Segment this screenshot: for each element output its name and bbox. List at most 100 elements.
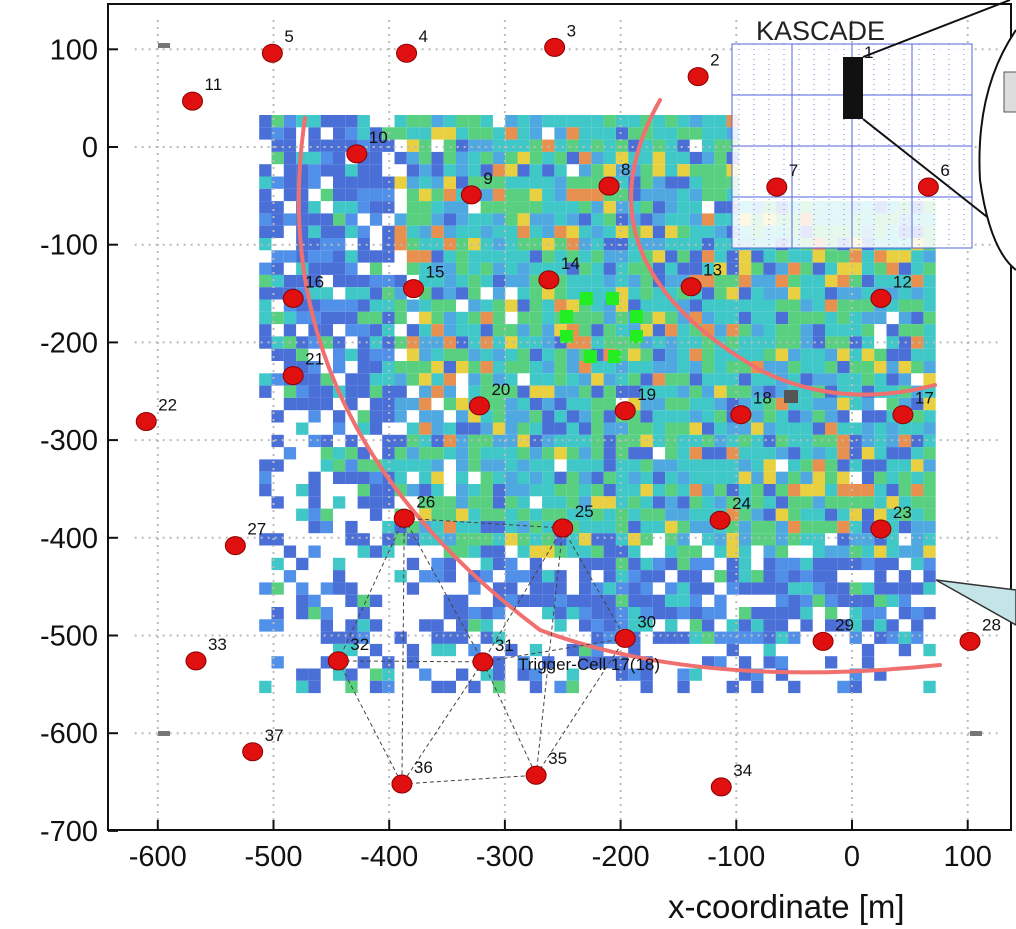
density-cell	[566, 250, 579, 263]
density-cell	[726, 545, 739, 558]
density-cell	[406, 422, 420, 435]
density-cell	[640, 188, 653, 202]
density-cell	[505, 459, 518, 472]
density-cell	[468, 299, 481, 312]
density-cell	[849, 520, 862, 534]
density-cell	[726, 287, 739, 300]
density-cell	[259, 619, 272, 632]
density-cell	[689, 570, 702, 583]
density-cell	[923, 484, 936, 497]
density-cell	[468, 250, 481, 263]
density-cell	[923, 680, 936, 694]
density-cell	[406, 459, 420, 472]
density-cell	[751, 250, 764, 263]
density-cell	[677, 139, 690, 152]
station-19: 19	[614, 385, 656, 421]
density-cell	[419, 201, 432, 214]
density-cell	[345, 619, 358, 632]
density-cell	[456, 447, 469, 460]
density-cell	[689, 250, 702, 263]
shower-front-arc-inner	[629, 98, 937, 397]
density-cell	[628, 471, 641, 484]
density-cell	[628, 643, 641, 657]
density-cell	[406, 643, 420, 657]
density-cell	[406, 434, 420, 448]
density-cell	[775, 471, 789, 484]
density-cell	[357, 484, 370, 497]
density-cell	[763, 361, 776, 374]
density-cell	[406, 299, 420, 312]
density-cell	[689, 484, 702, 497]
density-cell	[677, 385, 690, 398]
density-cell	[369, 188, 383, 202]
density-cell	[369, 151, 383, 165]
density-cell	[579, 262, 592, 275]
density-cell	[603, 447, 616, 460]
density-cell	[517, 570, 530, 583]
density-cell	[677, 680, 690, 694]
density-cell	[849, 631, 862, 644]
density-cell	[542, 471, 555, 484]
density-cell	[825, 287, 838, 300]
station-marker	[812, 631, 834, 651]
density-cell	[714, 545, 727, 558]
density-cell	[492, 656, 506, 669]
density-cell	[579, 311, 592, 325]
density-cell	[419, 422, 432, 435]
density-cell	[591, 397, 604, 411]
density-cell	[492, 311, 506, 325]
density-cell	[763, 422, 776, 435]
density-cell	[345, 459, 358, 472]
density-cell	[640, 213, 653, 226]
density-cell	[468, 422, 481, 435]
density-cell	[812, 496, 825, 509]
density-cell	[886, 447, 899, 460]
density-cell	[492, 410, 506, 423]
density-cell	[800, 594, 813, 607]
density-cell	[775, 570, 789, 583]
density-cell	[492, 373, 506, 386]
density-cell	[603, 410, 616, 423]
density-cell	[677, 508, 690, 521]
density-cell	[714, 373, 727, 386]
density-cell	[271, 287, 284, 300]
density-cell	[333, 631, 346, 644]
density-cell	[800, 397, 813, 411]
density-cell	[898, 484, 912, 497]
density-cell	[640, 311, 653, 325]
density-cell	[825, 410, 838, 423]
density-cell	[468, 619, 481, 632]
density-cell	[812, 348, 825, 361]
density-cell	[812, 397, 825, 411]
density-cell	[369, 373, 383, 386]
density-cell	[775, 250, 789, 263]
density-cell	[886, 262, 899, 275]
station-13: 13	[680, 261, 722, 297]
density-cell	[345, 471, 358, 484]
station-9: 9	[460, 169, 493, 205]
corner-marker	[970, 731, 982, 736]
density-cell	[591, 533, 604, 546]
density-cell	[812, 557, 825, 571]
density-cell	[640, 471, 653, 484]
density-cell	[689, 361, 702, 374]
station-3: 3	[544, 21, 576, 57]
density-cell	[345, 164, 358, 177]
density-cell	[652, 607, 666, 620]
density-cell	[665, 250, 678, 263]
density-cell	[345, 631, 358, 644]
density-cell	[702, 151, 715, 165]
density-cell	[886, 422, 899, 435]
station-37: 37	[242, 726, 284, 762]
density-cell	[566, 434, 579, 448]
density-cell	[554, 139, 567, 152]
density-cell	[640, 570, 653, 583]
density-cell	[283, 151, 297, 165]
density-cell	[825, 361, 838, 374]
density-cell	[628, 385, 641, 398]
density-cell	[652, 324, 666, 337]
density-cell	[591, 619, 604, 632]
density-cell	[923, 545, 936, 558]
density-cell	[628, 422, 641, 435]
density-cell	[382, 274, 395, 288]
